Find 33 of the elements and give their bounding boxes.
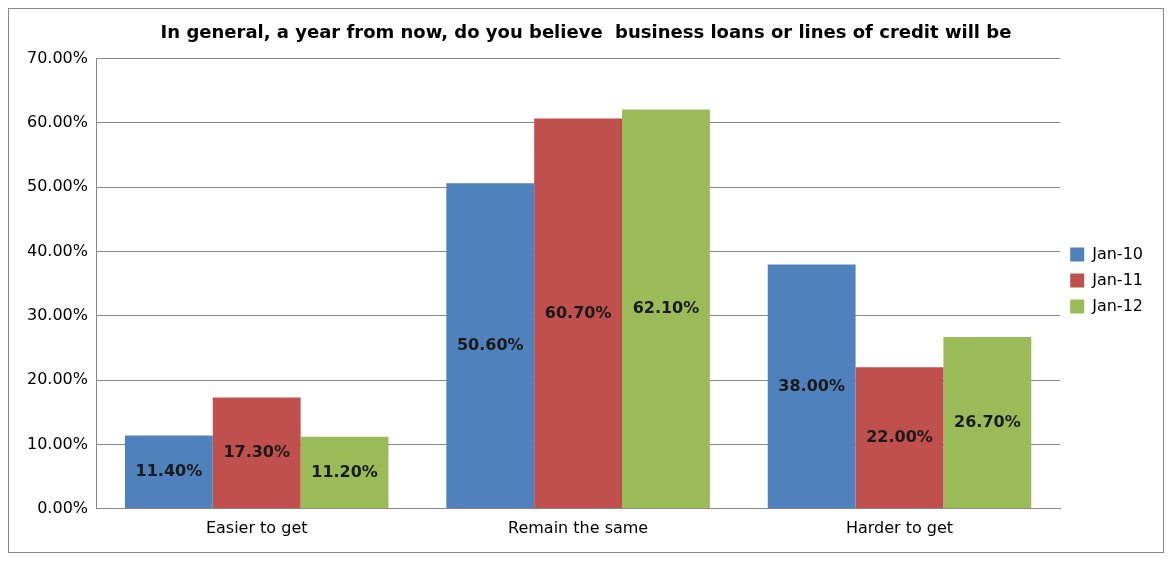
data-label: 26.70% <box>954 411 1021 431</box>
bar <box>300 436 389 509</box>
data-label: 50.60% <box>456 334 524 354</box>
bar <box>767 264 856 509</box>
y-tick-label: 40.00% <box>26 240 89 260</box>
legend-label: Jan-10 <box>1091 243 1143 263</box>
data-label: 62.10% <box>632 298 700 318</box>
x-tick-label: Harder to get <box>845 517 954 537</box>
legend-label: Jan-11 <box>1091 269 1143 289</box>
data-label: 60.70% <box>544 302 612 322</box>
legend-label: Jan-12 <box>1091 295 1143 315</box>
y-tick-label: 0.00% <box>37 497 89 517</box>
y-tick-label: 70.00% <box>26 47 89 67</box>
chart-title: In general, a year from now, do you believe business loans or lines of credit will be <box>160 21 1012 43</box>
bar <box>212 397 301 509</box>
y-tick-label: 30.00% <box>26 305 89 325</box>
x-tick-label: Remain the same <box>508 517 649 537</box>
bar <box>943 337 1032 509</box>
bar <box>534 118 623 509</box>
y-tick-label: 10.00% <box>26 433 89 453</box>
bar <box>446 183 535 509</box>
data-label: 38.00% <box>778 375 845 395</box>
bar <box>855 367 944 509</box>
bar <box>124 435 213 509</box>
data-label: 17.30% <box>223 442 291 462</box>
data-label: 11.40% <box>135 461 203 481</box>
data-label: 11.20% <box>311 461 378 481</box>
x-tick-label: Easier to get <box>205 517 308 537</box>
y-tick-label: 50.00% <box>26 176 89 196</box>
data-label: 22.00% <box>866 426 933 446</box>
y-tick-label: 20.00% <box>26 369 89 389</box>
y-tick-label: 60.00% <box>26 112 89 132</box>
bar <box>622 109 710 509</box>
